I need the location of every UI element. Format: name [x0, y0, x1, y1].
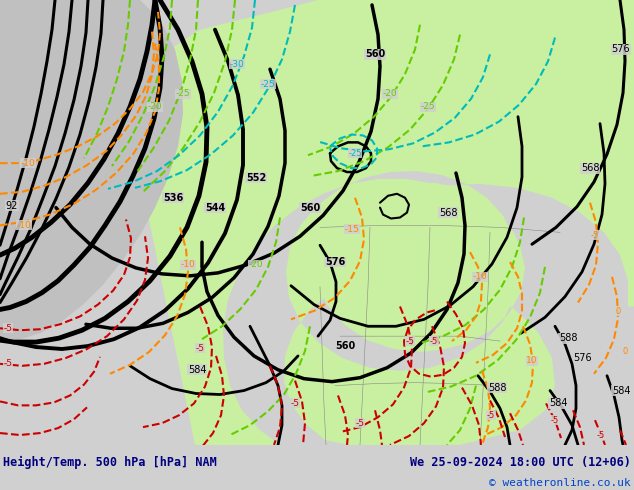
- Text: -5: -5: [430, 337, 438, 345]
- Text: 560: 560: [300, 203, 320, 213]
- Text: -5: -5: [195, 343, 205, 352]
- Text: -5: -5: [551, 416, 559, 425]
- Text: -5: -5: [4, 359, 13, 368]
- Text: -5: -5: [290, 399, 299, 408]
- Text: -10: -10: [181, 261, 195, 270]
- Text: -10: -10: [472, 272, 488, 281]
- Text: -5: -5: [4, 324, 13, 333]
- Text: -5: -5: [487, 411, 495, 420]
- Text: 10: 10: [526, 356, 538, 366]
- Text: 584: 584: [549, 398, 567, 408]
- Text: 560: 560: [335, 341, 355, 351]
- Text: -5: -5: [406, 337, 415, 345]
- Text: -20: -20: [249, 261, 263, 270]
- Text: Height/Temp. 500 hPa [hPa] NAM: Height/Temp. 500 hPa [hPa] NAM: [3, 456, 217, 468]
- Text: -25: -25: [421, 102, 436, 111]
- Text: 576: 576: [325, 257, 345, 267]
- Text: 588: 588: [559, 333, 577, 343]
- Text: 576: 576: [574, 353, 592, 363]
- Text: -5: -5: [591, 231, 599, 240]
- Text: -20: -20: [148, 102, 162, 111]
- Text: -15: -15: [345, 225, 359, 234]
- Text: 544: 544: [205, 203, 225, 213]
- Text: -25: -25: [176, 90, 190, 98]
- Text: 560: 560: [365, 49, 385, 59]
- Polygon shape: [125, 0, 634, 445]
- Text: -20: -20: [383, 90, 398, 98]
- Text: 568: 568: [581, 163, 599, 173]
- Text: 576: 576: [612, 45, 630, 54]
- Text: -10: -10: [16, 221, 31, 230]
- Text: © weatheronline.co.uk: © weatheronline.co.uk: [489, 478, 631, 488]
- Text: We 25-09-2024 18:00 UTC (12+06): We 25-09-2024 18:00 UTC (12+06): [410, 456, 631, 468]
- Text: 92: 92: [6, 200, 18, 211]
- Text: -5: -5: [597, 431, 605, 440]
- Text: 584: 584: [612, 386, 630, 395]
- Text: 0: 0: [623, 347, 628, 357]
- Text: 568: 568: [439, 208, 457, 218]
- Text: -10: -10: [21, 159, 36, 168]
- Text: 536: 536: [163, 193, 183, 203]
- Text: -25: -25: [348, 149, 362, 158]
- Text: -5: -5: [356, 418, 365, 428]
- Polygon shape: [0, 0, 183, 343]
- Text: 584: 584: [188, 365, 206, 375]
- Text: 0: 0: [616, 307, 621, 316]
- Text: -30: -30: [230, 60, 244, 69]
- Text: 552: 552: [246, 173, 266, 183]
- Text: -25: -25: [261, 79, 275, 89]
- Text: 588: 588: [488, 383, 507, 392]
